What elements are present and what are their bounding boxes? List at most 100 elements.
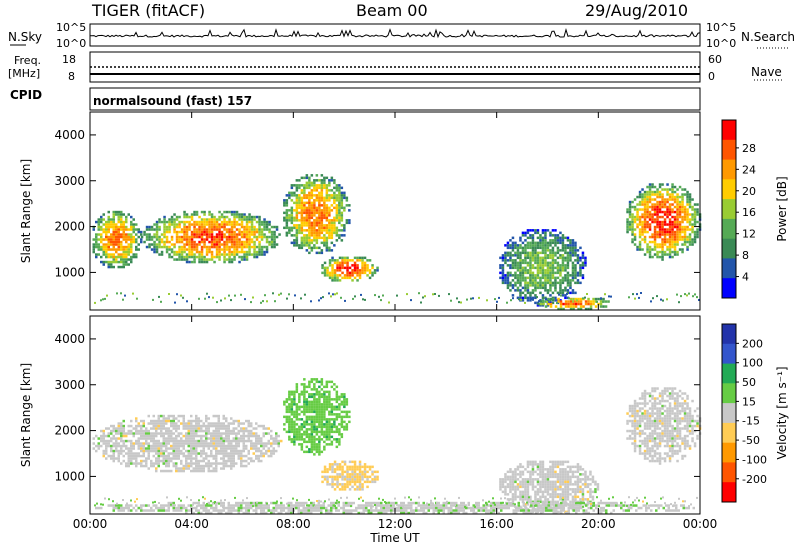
heatmap-cell (331, 485, 334, 489)
heatmap-cell (322, 296, 324, 299)
heatmap-cell (658, 255, 662, 259)
heatmap-cell (551, 468, 555, 471)
heatmap-cell (188, 240, 191, 244)
heatmap-cell (544, 279, 547, 282)
heatmap-cell (534, 241, 537, 245)
heatmap-cell (348, 410, 351, 414)
heatmap-cell (260, 220, 264, 224)
heatmap-cell (132, 228, 135, 231)
heatmap-cell (673, 205, 677, 209)
heatmap-cell (569, 480, 572, 484)
heatmap-cell (366, 485, 369, 489)
heatmap-cell (340, 199, 344, 202)
heatmap-cell (230, 220, 234, 224)
heatmap-cell (666, 213, 669, 216)
heatmap-cell (303, 398, 306, 401)
heatmap-cell (564, 264, 567, 267)
heatmap-cell (564, 294, 567, 297)
heatmap-cell (571, 276, 575, 280)
heatmap-cell (187, 429, 190, 433)
heatmap-cell (185, 215, 189, 219)
heatmap-cell (205, 429, 208, 433)
heatmap-cell (646, 200, 649, 204)
heatmap-cell (351, 279, 354, 282)
heatmap-cell (200, 235, 204, 239)
heatmap-cell (303, 403, 306, 406)
heatmap-cell (92, 248, 95, 251)
heatmap-cell (135, 459, 138, 463)
heatmap-cell (544, 236, 547, 240)
heatmap-cell (107, 220, 110, 224)
heatmap-cell (205, 260, 209, 264)
heatmap-cell (551, 488, 555, 491)
heatmap-cell (633, 218, 637, 221)
heatmap-cell (112, 444, 115, 448)
heatmap-cell (516, 249, 520, 252)
heatmap-cell (549, 269, 552, 272)
heatmap-cell (653, 185, 657, 189)
heatmap-cell (340, 219, 344, 222)
heatmap-cell (153, 223, 156, 226)
heatmap-cell (172, 422, 175, 425)
heatmap-cell (519, 276, 522, 280)
heatmap-cell (351, 480, 354, 484)
heatmap-cell (318, 194, 321, 197)
heatmap-cell (270, 233, 274, 236)
heatmap-cell (178, 240, 181, 244)
heatmap-cell (519, 261, 522, 265)
heatmap-cell (102, 248, 105, 251)
heatmap-cell (305, 214, 309, 217)
heatmap-cell (110, 248, 113, 251)
heatmap-cell (631, 218, 634, 221)
heatmap-cell (315, 443, 319, 446)
heatmap-cell (559, 480, 562, 484)
heatmap-cell (175, 218, 179, 221)
heatmap-cell (245, 250, 249, 254)
heatmap-cell (328, 196, 331, 200)
heatmap-cell (661, 238, 664, 241)
heatmap-cell (310, 191, 314, 195)
heatmap-cell (636, 195, 639, 199)
heatmap-cell (640, 292, 642, 294)
heatmap-cell (539, 236, 542, 240)
heatmap-cell (130, 452, 133, 455)
heatmap-cell (636, 208, 639, 211)
heatmap-cell (217, 449, 220, 453)
heatmap-cell (671, 245, 674, 249)
heatmap-cell (112, 449, 115, 453)
heatmap-cell (215, 444, 218, 448)
heatmap-cell (524, 256, 527, 260)
heatmap-cell (303, 393, 306, 396)
heatmap-cell (666, 240, 669, 244)
heatmap-cell (509, 488, 512, 491)
heatmap-cell (313, 400, 316, 404)
heatmap-cell (574, 302, 578, 306)
heatmap-cell (295, 408, 299, 411)
heatmap-cell (356, 485, 359, 489)
heatmap-cell (197, 467, 200, 470)
heatmap-cell (521, 465, 525, 469)
heatmap-cell (348, 209, 351, 212)
heatmap-cell (323, 241, 326, 245)
heatmap-cell (197, 429, 200, 433)
heatmap-cell (308, 219, 311, 222)
heatmap-cell (544, 281, 547, 285)
heatmap-cell (243, 225, 246, 229)
heatmap-cell (248, 238, 251, 241)
heatmap-cell (225, 210, 229, 214)
heatmap-cell (541, 269, 545, 272)
heatmap-cell (275, 432, 278, 435)
heatmap-cell (288, 393, 291, 396)
heatmap-cell (648, 253, 652, 256)
heatmap-cell (143, 233, 146, 236)
heatmap-cell (310, 403, 314, 406)
heatmap-cell (293, 410, 296, 414)
heatmap-cell (295, 428, 299, 431)
heatmap-cell (671, 255, 674, 259)
heatmap-cell (268, 240, 271, 244)
heatmap-cell (686, 218, 689, 221)
heatmap-cell (531, 229, 535, 232)
heatmap-cell (200, 255, 204, 259)
heatmap-cell (318, 398, 321, 401)
heatmap-cell (338, 475, 342, 479)
